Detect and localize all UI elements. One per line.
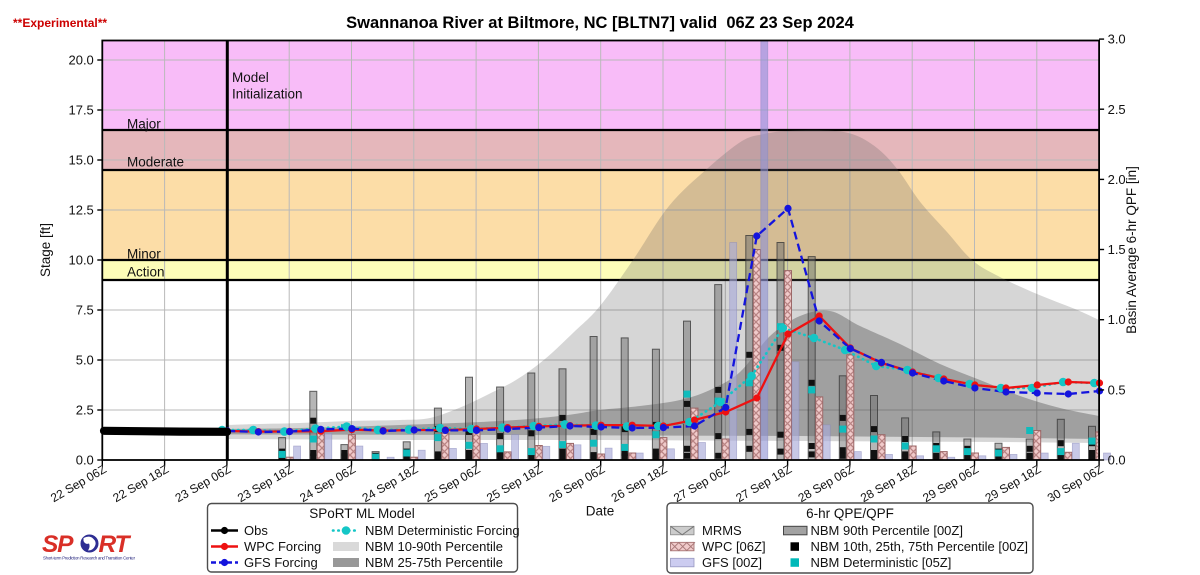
svg-text:MRMS: MRMS bbox=[702, 523, 742, 538]
svg-text:Minor: Minor bbox=[127, 247, 161, 262]
svg-text:23 Sep 06Z: 23 Sep 06Z bbox=[173, 462, 234, 505]
svg-text:1.0: 1.0 bbox=[1108, 312, 1126, 327]
svg-text:Action: Action bbox=[127, 265, 165, 280]
svg-text:0.0: 0.0 bbox=[76, 453, 94, 468]
svg-text:Basin Average 6-hr QPF [in]: Basin Average 6-hr QPF [in] bbox=[1124, 166, 1139, 334]
svg-text:Stage [ft]: Stage [ft] bbox=[38, 223, 53, 277]
svg-text:27 Sep 18Z: 27 Sep 18Z bbox=[733, 462, 794, 505]
svg-text:22 Sep 18Z: 22 Sep 18Z bbox=[110, 462, 171, 505]
svg-text:SP: SP bbox=[42, 531, 74, 558]
svg-text:2.5: 2.5 bbox=[76, 403, 94, 418]
svg-text:29 Sep 06Z: 29 Sep 06Z bbox=[920, 462, 981, 505]
svg-text:24 Sep 18Z: 24 Sep 18Z bbox=[360, 462, 421, 505]
svg-text:Short-term Prediction Research: Short-term Prediction Research and Trans… bbox=[43, 556, 136, 561]
svg-text:6-hr QPE/QPF: 6-hr QPE/QPF bbox=[806, 506, 894, 521]
svg-text:3.0: 3.0 bbox=[1108, 32, 1126, 47]
svg-text:Model: Model bbox=[232, 70, 269, 85]
svg-text:10.0: 10.0 bbox=[68, 253, 93, 268]
svg-text:28 Sep 18Z: 28 Sep 18Z bbox=[858, 462, 919, 505]
svg-text:30 Sep 06Z: 30 Sep 06Z bbox=[1045, 462, 1106, 505]
svg-text:GFS [00Z]: GFS [00Z] bbox=[702, 555, 762, 570]
svg-text:Obs: Obs bbox=[244, 523, 268, 538]
svg-text:NBM 25-75th Percentile: NBM 25-75th Percentile bbox=[365, 555, 503, 570]
svg-text:Major: Major bbox=[127, 117, 161, 132]
svg-text:RT: RT bbox=[99, 531, 132, 558]
svg-text:17.5: 17.5 bbox=[68, 103, 93, 118]
svg-text:2.5: 2.5 bbox=[1108, 102, 1126, 117]
svg-text:27 Sep 06Z: 27 Sep 06Z bbox=[671, 462, 732, 505]
svg-text:25 Sep 18Z: 25 Sep 18Z bbox=[484, 462, 545, 505]
svg-text:2.0: 2.0 bbox=[1108, 172, 1126, 187]
svg-text:Date: Date bbox=[586, 504, 615, 519]
svg-text:15.0: 15.0 bbox=[68, 153, 93, 168]
svg-text:26 Sep 06Z: 26 Sep 06Z bbox=[546, 462, 607, 505]
svg-text:24 Sep 06Z: 24 Sep 06Z bbox=[297, 462, 358, 505]
svg-text:**Experimental**: **Experimental** bbox=[13, 16, 107, 30]
svg-text:NBM Deterministic Forcing: NBM Deterministic Forcing bbox=[365, 523, 520, 538]
svg-text:Moderate: Moderate bbox=[127, 155, 184, 170]
svg-text:22 Sep 06Z: 22 Sep 06Z bbox=[48, 462, 109, 505]
svg-text:WPC [06Z]: WPC [06Z] bbox=[702, 539, 766, 554]
svg-text:NBM 10-90th Percentile: NBM 10-90th Percentile bbox=[365, 539, 503, 554]
svg-text:7.5: 7.5 bbox=[76, 303, 94, 318]
svg-text:NBM 10th, 25th, 75th Percentil: NBM 10th, 25th, 75th Percentile [00Z] bbox=[811, 539, 1029, 554]
svg-text:0.5: 0.5 bbox=[1108, 382, 1126, 397]
svg-text:Swannanoa River at Biltmore, N: Swannanoa River at Biltmore, NC [BLTN7] … bbox=[346, 14, 855, 32]
svg-text:NBM 90th Percentile [00Z]: NBM 90th Percentile [00Z] bbox=[811, 523, 963, 538]
svg-text:NBM Deterministic [05Z]: NBM Deterministic [05Z] bbox=[811, 555, 952, 570]
svg-text:Initialization: Initialization bbox=[232, 87, 303, 102]
svg-text:1.5: 1.5 bbox=[1108, 242, 1126, 257]
svg-text:12.5: 12.5 bbox=[68, 203, 93, 218]
svg-text:0.0: 0.0 bbox=[1108, 453, 1126, 468]
svg-text:WPC Forcing: WPC Forcing bbox=[244, 539, 321, 554]
svg-text:SPoRT ML Model: SPoRT ML Model bbox=[309, 506, 415, 521]
svg-text:28 Sep 06Z: 28 Sep 06Z bbox=[796, 462, 857, 505]
svg-text:26 Sep 18Z: 26 Sep 18Z bbox=[609, 462, 670, 505]
svg-text:20.0: 20.0 bbox=[68, 53, 93, 68]
svg-text:5.0: 5.0 bbox=[76, 353, 94, 368]
svg-text:25 Sep 06Z: 25 Sep 06Z bbox=[422, 462, 483, 505]
svg-text:29 Sep 18Z: 29 Sep 18Z bbox=[983, 462, 1044, 505]
svg-text:23 Sep 18Z: 23 Sep 18Z bbox=[235, 462, 296, 505]
svg-text:GFS Forcing: GFS Forcing bbox=[244, 555, 318, 570]
